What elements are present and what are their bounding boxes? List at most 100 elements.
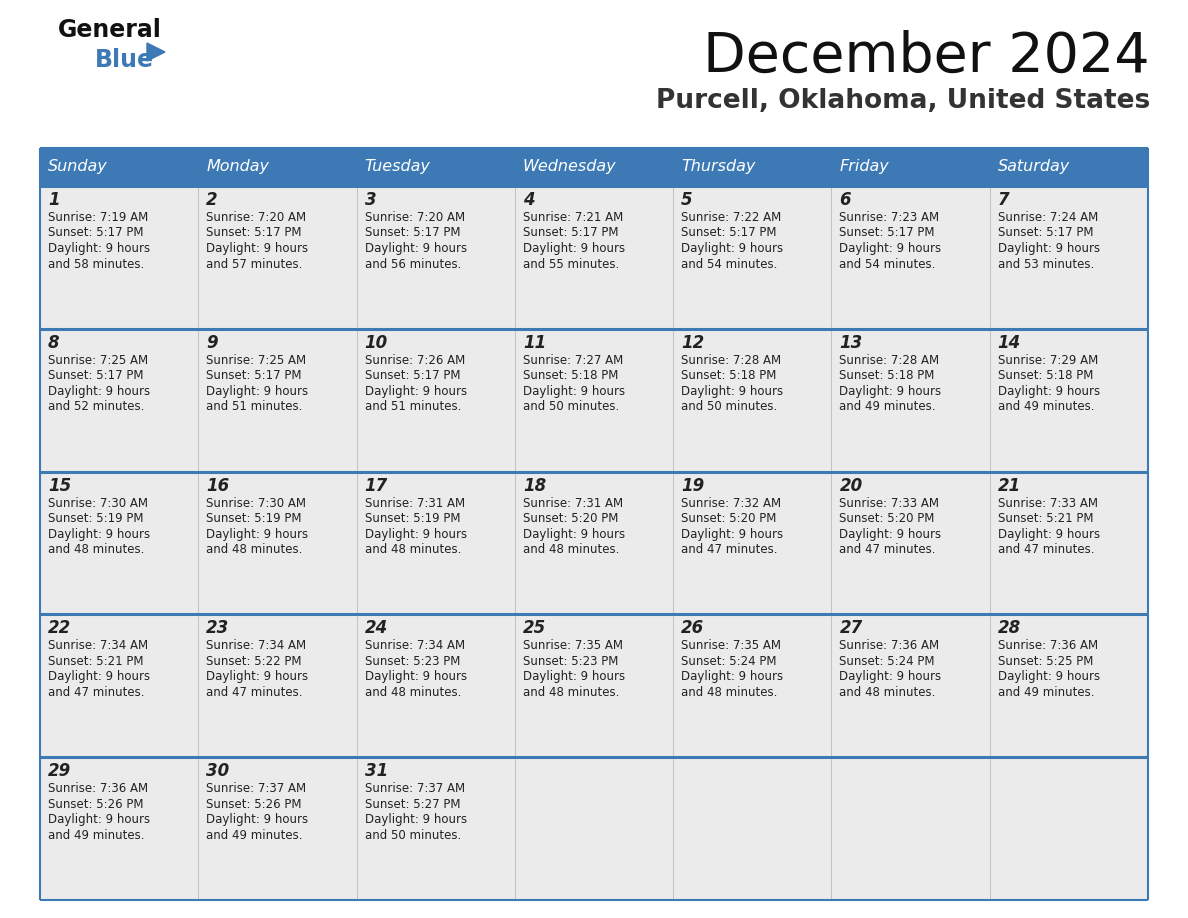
Text: Sunset: 5:20 PM: Sunset: 5:20 PM bbox=[681, 512, 777, 525]
Text: and 52 minutes.: and 52 minutes. bbox=[48, 400, 145, 413]
Text: Sunset: 5:20 PM: Sunset: 5:20 PM bbox=[840, 512, 935, 525]
Bar bbox=[40, 757, 1148, 900]
Text: Daylight: 9 hours: Daylight: 9 hours bbox=[48, 385, 150, 397]
Text: 28: 28 bbox=[998, 620, 1020, 637]
Text: December 2024: December 2024 bbox=[703, 30, 1150, 84]
Text: Sunset: 5:18 PM: Sunset: 5:18 PM bbox=[998, 369, 1093, 382]
Text: and 55 minutes.: and 55 minutes. bbox=[523, 258, 619, 271]
Text: and 48 minutes.: and 48 minutes. bbox=[365, 543, 461, 556]
Text: 1: 1 bbox=[48, 191, 59, 209]
Text: Sunrise: 7:23 AM: Sunrise: 7:23 AM bbox=[840, 211, 940, 224]
Text: Sunrise: 7:26 AM: Sunrise: 7:26 AM bbox=[365, 353, 465, 367]
Text: Sunset: 5:17 PM: Sunset: 5:17 PM bbox=[207, 369, 302, 382]
Text: 13: 13 bbox=[840, 334, 862, 352]
Text: Monday: Monday bbox=[207, 160, 270, 174]
Bar bbox=[40, 186, 1148, 329]
Text: 16: 16 bbox=[207, 476, 229, 495]
Text: Sunrise: 7:20 AM: Sunrise: 7:20 AM bbox=[365, 211, 465, 224]
Text: 26: 26 bbox=[681, 620, 704, 637]
Text: Sunset: 5:18 PM: Sunset: 5:18 PM bbox=[840, 369, 935, 382]
Text: Sunrise: 7:36 AM: Sunrise: 7:36 AM bbox=[840, 640, 940, 653]
Text: Sunday: Sunday bbox=[48, 160, 108, 174]
Text: and 47 minutes.: and 47 minutes. bbox=[48, 686, 145, 699]
Text: Sunset: 5:19 PM: Sunset: 5:19 PM bbox=[48, 512, 144, 525]
Text: and 49 minutes.: and 49 minutes. bbox=[998, 400, 1094, 413]
Text: Sunset: 5:19 PM: Sunset: 5:19 PM bbox=[365, 512, 460, 525]
Text: Sunrise: 7:34 AM: Sunrise: 7:34 AM bbox=[365, 640, 465, 653]
Text: 15: 15 bbox=[48, 476, 71, 495]
Text: and 49 minutes.: and 49 minutes. bbox=[998, 686, 1094, 699]
Polygon shape bbox=[147, 43, 165, 61]
Text: Daylight: 9 hours: Daylight: 9 hours bbox=[840, 528, 942, 541]
Text: Sunset: 5:21 PM: Sunset: 5:21 PM bbox=[998, 512, 1093, 525]
Text: Sunrise: 7:20 AM: Sunrise: 7:20 AM bbox=[207, 211, 307, 224]
Text: Sunrise: 7:30 AM: Sunrise: 7:30 AM bbox=[48, 497, 148, 509]
Text: Purcell, Oklahoma, United States: Purcell, Oklahoma, United States bbox=[656, 88, 1150, 114]
Text: and 50 minutes.: and 50 minutes. bbox=[523, 400, 619, 413]
Text: Sunrise: 7:19 AM: Sunrise: 7:19 AM bbox=[48, 211, 148, 224]
Text: Daylight: 9 hours: Daylight: 9 hours bbox=[207, 813, 309, 826]
Text: Sunset: 5:23 PM: Sunset: 5:23 PM bbox=[523, 655, 618, 668]
Text: Daylight: 9 hours: Daylight: 9 hours bbox=[207, 385, 309, 397]
Text: Sunset: 5:17 PM: Sunset: 5:17 PM bbox=[681, 227, 777, 240]
Text: Sunrise: 7:35 AM: Sunrise: 7:35 AM bbox=[523, 640, 623, 653]
Text: 5: 5 bbox=[681, 191, 693, 209]
Text: Sunset: 5:17 PM: Sunset: 5:17 PM bbox=[523, 227, 619, 240]
Text: and 47 minutes.: and 47 minutes. bbox=[998, 543, 1094, 556]
Text: 24: 24 bbox=[365, 620, 387, 637]
Text: and 54 minutes.: and 54 minutes. bbox=[681, 258, 777, 271]
Text: Sunrise: 7:36 AM: Sunrise: 7:36 AM bbox=[998, 640, 1098, 653]
Text: 4: 4 bbox=[523, 191, 535, 209]
Text: and 56 minutes.: and 56 minutes. bbox=[365, 258, 461, 271]
Text: Daylight: 9 hours: Daylight: 9 hours bbox=[681, 242, 783, 255]
Text: Daylight: 9 hours: Daylight: 9 hours bbox=[365, 385, 467, 397]
Text: 21: 21 bbox=[998, 476, 1020, 495]
Text: Sunrise: 7:36 AM: Sunrise: 7:36 AM bbox=[48, 782, 148, 795]
Text: Daylight: 9 hours: Daylight: 9 hours bbox=[998, 385, 1100, 397]
Text: Sunset: 5:27 PM: Sunset: 5:27 PM bbox=[365, 798, 460, 811]
Text: Sunrise: 7:25 AM: Sunrise: 7:25 AM bbox=[207, 353, 307, 367]
Text: Blue: Blue bbox=[95, 48, 154, 72]
Text: Sunset: 5:17 PM: Sunset: 5:17 PM bbox=[365, 369, 460, 382]
Text: Sunrise: 7:27 AM: Sunrise: 7:27 AM bbox=[523, 353, 624, 367]
Text: Sunrise: 7:34 AM: Sunrise: 7:34 AM bbox=[207, 640, 307, 653]
Text: Daylight: 9 hours: Daylight: 9 hours bbox=[48, 813, 150, 826]
Text: Daylight: 9 hours: Daylight: 9 hours bbox=[681, 528, 783, 541]
Text: and 48 minutes.: and 48 minutes. bbox=[523, 686, 619, 699]
Text: Sunset: 5:24 PM: Sunset: 5:24 PM bbox=[840, 655, 935, 668]
Text: 17: 17 bbox=[365, 476, 387, 495]
Text: 22: 22 bbox=[48, 620, 71, 637]
Text: Sunset: 5:21 PM: Sunset: 5:21 PM bbox=[48, 655, 144, 668]
Text: Sunrise: 7:28 AM: Sunrise: 7:28 AM bbox=[681, 353, 782, 367]
Text: Sunset: 5:17 PM: Sunset: 5:17 PM bbox=[365, 227, 460, 240]
Text: 19: 19 bbox=[681, 476, 704, 495]
Text: Sunrise: 7:25 AM: Sunrise: 7:25 AM bbox=[48, 353, 148, 367]
Text: and 57 minutes.: and 57 minutes. bbox=[207, 258, 303, 271]
Text: Daylight: 9 hours: Daylight: 9 hours bbox=[523, 242, 625, 255]
Text: Daylight: 9 hours: Daylight: 9 hours bbox=[365, 528, 467, 541]
Bar bbox=[40, 148, 1148, 186]
Text: Tuesday: Tuesday bbox=[365, 160, 430, 174]
Text: 31: 31 bbox=[365, 762, 387, 780]
Text: Sunset: 5:22 PM: Sunset: 5:22 PM bbox=[207, 655, 302, 668]
Text: Daylight: 9 hours: Daylight: 9 hours bbox=[998, 670, 1100, 683]
Text: Saturday: Saturday bbox=[998, 160, 1070, 174]
Text: and 58 minutes.: and 58 minutes. bbox=[48, 258, 144, 271]
Text: Sunrise: 7:32 AM: Sunrise: 7:32 AM bbox=[681, 497, 782, 509]
Text: Daylight: 9 hours: Daylight: 9 hours bbox=[365, 242, 467, 255]
Text: Daylight: 9 hours: Daylight: 9 hours bbox=[523, 528, 625, 541]
Text: and 48 minutes.: and 48 minutes. bbox=[48, 543, 145, 556]
Text: Sunset: 5:17 PM: Sunset: 5:17 PM bbox=[48, 369, 144, 382]
Text: Daylight: 9 hours: Daylight: 9 hours bbox=[840, 242, 942, 255]
Text: Sunrise: 7:29 AM: Sunrise: 7:29 AM bbox=[998, 353, 1098, 367]
Text: 11: 11 bbox=[523, 334, 546, 352]
Text: and 48 minutes.: and 48 minutes. bbox=[207, 543, 303, 556]
Text: 14: 14 bbox=[998, 334, 1020, 352]
Text: and 51 minutes.: and 51 minutes. bbox=[365, 400, 461, 413]
Bar bbox=[40, 614, 1148, 757]
Text: Daylight: 9 hours: Daylight: 9 hours bbox=[840, 385, 942, 397]
Text: Wednesday: Wednesday bbox=[523, 160, 617, 174]
Text: 25: 25 bbox=[523, 620, 546, 637]
Text: Daylight: 9 hours: Daylight: 9 hours bbox=[48, 670, 150, 683]
Text: Daylight: 9 hours: Daylight: 9 hours bbox=[207, 242, 309, 255]
